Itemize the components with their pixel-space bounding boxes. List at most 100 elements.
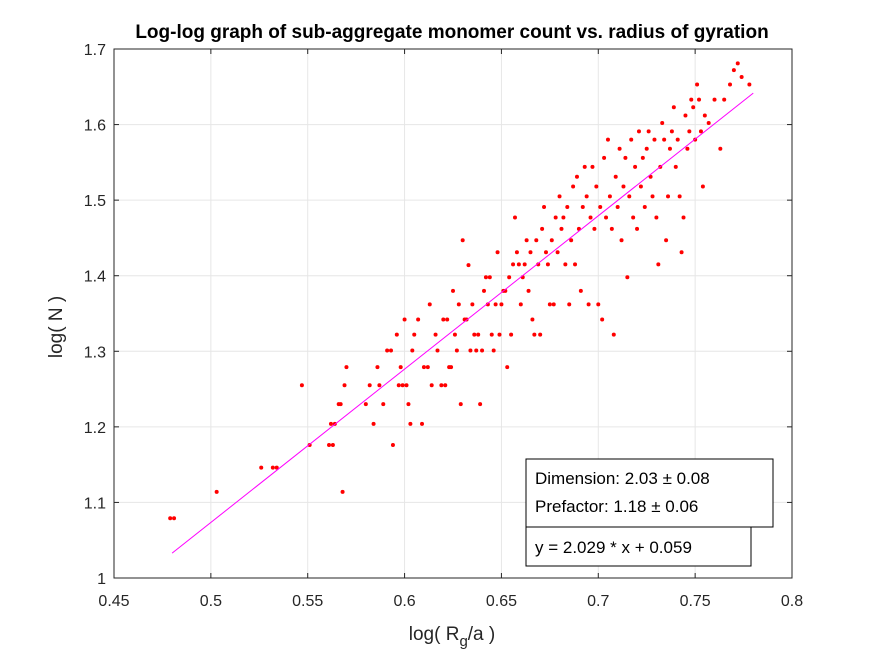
data-point (702, 113, 707, 118)
data-point (522, 262, 527, 267)
data-point (728, 82, 733, 87)
data-point (460, 238, 465, 243)
data-point (495, 250, 500, 255)
data-point (561, 215, 566, 220)
data-point (640, 155, 645, 160)
data-point (635, 226, 640, 231)
data-point (600, 317, 605, 322)
data-point (543, 250, 548, 255)
data-point (509, 332, 514, 337)
data-point (706, 121, 711, 126)
data-point (416, 317, 421, 322)
data-point (363, 402, 368, 407)
data-point (588, 215, 593, 220)
data-point (662, 137, 667, 142)
data-point (338, 402, 343, 407)
data-point (607, 194, 612, 199)
data-point (491, 348, 496, 353)
y-tick-label: 1.4 (84, 269, 106, 286)
x-tick-label: 0.6 (393, 593, 415, 610)
data-point (511, 262, 516, 267)
data-point (695, 82, 700, 87)
data-point (476, 332, 481, 337)
x-axis-ticks: 0.45 0.5 0.55 0.6 0.65 0.7 0.75 0.8 (98, 49, 803, 610)
data-point (435, 348, 440, 353)
data-point (404, 383, 409, 388)
data-point (530, 317, 535, 322)
data-point (466, 263, 471, 268)
equation-text: y = 2.029 * x + 0.059 (535, 538, 692, 557)
data-point (429, 383, 434, 388)
data-point (617, 146, 622, 151)
data-point (433, 332, 438, 337)
stats-annotation: Dimension: 2.03 ± 0.08 Prefactor: 1.18 ±… (525, 458, 774, 528)
data-point (328, 421, 333, 426)
data-point (390, 442, 395, 447)
data-point (551, 302, 556, 307)
data-point (619, 238, 624, 243)
chart-title: Log-log graph of sub-aggregate monomer c… (135, 22, 768, 43)
data-point (615, 204, 620, 209)
data-point (636, 129, 641, 134)
x-axis-label: log( Rg/a ) (409, 624, 495, 650)
data-point (458, 402, 463, 407)
data-point (660, 121, 665, 126)
data-point (650, 194, 655, 199)
y-axis-label: log( N ) (46, 296, 67, 358)
data-point (427, 302, 432, 307)
data-point (747, 82, 752, 87)
data-point (443, 383, 448, 388)
data-point (586, 302, 591, 307)
data-point (487, 275, 492, 280)
data-point (299, 383, 304, 388)
data-point (214, 489, 219, 494)
data-point (679, 250, 684, 255)
data-point (677, 194, 682, 199)
equation-box (525, 526, 752, 567)
data-point (451, 288, 455, 293)
y-tick-label: 1.6 (84, 118, 106, 135)
x-tick-label: 0.55 (292, 593, 323, 610)
data-point (420, 421, 425, 426)
data-point (270, 465, 275, 470)
data-point (656, 262, 661, 267)
data-point (602, 155, 607, 160)
data-point (698, 129, 703, 134)
data-point (555, 250, 560, 255)
data-point (375, 365, 380, 370)
data-point (547, 302, 552, 307)
data-point (646, 129, 651, 134)
data-point (512, 215, 517, 220)
data-point (398, 365, 403, 370)
x-tick-label: 0.5 (200, 593, 222, 610)
data-point (526, 288, 531, 293)
data-point (666, 194, 671, 199)
data-point (739, 74, 744, 79)
y-axis-ticks: 1 1.1 1.2 1.3 1.4 1.5 1.6 1.7 (84, 42, 792, 588)
data-point (259, 465, 264, 470)
x-tick-label: 0.8 (781, 593, 803, 610)
data-point (644, 146, 649, 151)
data-point (664, 238, 669, 243)
data-point (441, 317, 446, 322)
data-point (623, 155, 628, 160)
data-point (654, 215, 659, 220)
data-point (712, 97, 717, 102)
data-point (573, 262, 578, 267)
y-tick-label: 1.3 (84, 344, 106, 361)
data-point (584, 194, 589, 199)
data-point (700, 184, 705, 189)
data-point (718, 146, 723, 151)
data-point (675, 137, 680, 142)
data-point (689, 97, 694, 102)
data-point (604, 215, 609, 220)
data-point (394, 332, 399, 337)
data-point (569, 238, 574, 243)
data-point (536, 262, 541, 267)
data-point (594, 184, 599, 189)
data-point (627, 194, 632, 199)
y-tick-label: 1 (97, 571, 106, 588)
data-point (400, 383, 405, 388)
data-point (524, 238, 529, 243)
